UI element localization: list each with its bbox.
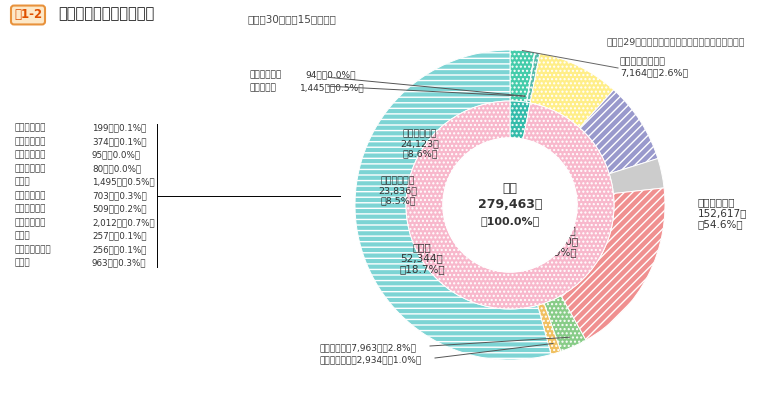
Wedge shape: [406, 101, 614, 309]
Wedge shape: [610, 158, 664, 194]
Text: 公安職（一）: 公安職（一）: [381, 176, 415, 185]
Text: 職員の俸給表別在職状況: 職員の俸給表別在職状況: [58, 6, 154, 22]
Text: 税務職: 税務職: [413, 242, 432, 252]
Text: 海事職（二）: 海事職（二）: [15, 137, 46, 146]
Text: 1,445人（0.5%）: 1,445人（0.5%）: [300, 84, 365, 92]
Text: 図1-2: 図1-2: [14, 8, 42, 22]
Text: （平成30年１月15日現在）: （平成30年１月15日現在）: [248, 14, 337, 24]
Text: 医療職（一）: 医療職（一）: [15, 191, 46, 200]
Text: （8.5%）: （8.5%）: [380, 196, 416, 205]
Wedge shape: [355, 50, 551, 360]
Wedge shape: [580, 90, 658, 174]
Wedge shape: [527, 52, 535, 102]
Text: （96.9%）: （96.9%）: [531, 247, 577, 257]
Text: 行政職（一）: 行政職（一）: [698, 197, 736, 207]
Text: 専門行政職　7,963人（2.8%）: 専門行政職 7,963人（2.8%）: [320, 344, 417, 352]
Text: 279,463人: 279,463人: [478, 198, 542, 212]
Wedge shape: [527, 52, 540, 103]
Text: 行政執行法人職員: 行政執行法人職員: [620, 58, 666, 66]
Text: 行政職（二）　2,934人（1.0%）: 行政職（二） 2,934人（1.0%）: [320, 356, 423, 364]
Text: 374人（0.1%）: 374人（0.1%）: [92, 137, 147, 146]
Text: 福祉職: 福祉職: [15, 232, 30, 240]
Wedge shape: [510, 50, 535, 102]
Text: （100.0%）: （100.0%）: [480, 216, 540, 226]
Text: 963人（0.3%）: 963人（0.3%）: [92, 258, 147, 268]
Text: 医療職（二）: 医療職（二）: [15, 204, 46, 214]
Text: 80人（0.0%）: 80人（0.0%）: [92, 164, 141, 173]
Wedge shape: [537, 303, 561, 354]
Text: 52,344人: 52,344人: [401, 253, 443, 263]
Text: 152,617人: 152,617人: [698, 208, 747, 218]
Text: 任期付研究員: 任期付研究員: [250, 70, 282, 80]
Wedge shape: [544, 296, 586, 352]
Text: 給与法適用職員: 給与法適用職員: [532, 225, 576, 235]
Text: 270,760人: 270,760人: [530, 236, 578, 246]
Text: 24,123人: 24,123人: [401, 139, 439, 148]
Wedge shape: [561, 188, 665, 340]
Text: 7,164人（2.6%）: 7,164人（2.6%）: [620, 68, 689, 78]
Text: 研究職: 研究職: [15, 178, 30, 186]
Text: 教育職（一）: 教育職（一）: [15, 150, 46, 160]
Text: 94人（0.0%）: 94人（0.0%）: [305, 70, 356, 80]
Text: 指定職: 指定職: [15, 258, 30, 268]
Text: 2,012人（0.7%）: 2,012人（0.7%）: [92, 218, 155, 227]
Text: （18.7%）: （18.7%）: [399, 264, 445, 274]
Text: 任期付職員: 任期付職員: [250, 84, 277, 92]
Text: 公安職（二）: 公安職（二）: [403, 129, 437, 138]
Text: 199人（0.1%）: 199人（0.1%）: [92, 124, 147, 132]
Text: 257人（0.1%）: 257人（0.1%）: [92, 232, 147, 240]
Wedge shape: [510, 101, 530, 139]
Text: 総数: 総数: [502, 182, 518, 196]
Text: 95人（0.0%）: 95人（0.0%）: [92, 150, 141, 160]
Text: （8.6%）: （8.6%）: [402, 149, 438, 158]
Text: 703人（0.3%）: 703人（0.3%）: [92, 191, 147, 200]
Text: （平成29年度一般職の国家公務員の任用状況調査）: （平成29年度一般職の国家公務員の任用状況調査）: [606, 38, 745, 46]
Text: 医療職（三）: 医療職（三）: [15, 218, 46, 227]
Text: 1,495人（0.5%）: 1,495人（0.5%）: [92, 178, 155, 186]
Text: （54.6%）: （54.6%）: [698, 219, 743, 229]
Text: 509人（0.2%）: 509人（0.2%）: [92, 204, 147, 214]
Text: 専門スタッフ職: 専門スタッフ職: [15, 245, 52, 254]
Text: 23,836人: 23,836人: [378, 186, 417, 195]
Circle shape: [443, 138, 577, 272]
Text: 教育職（二）: 教育職（二）: [15, 164, 46, 173]
Wedge shape: [530, 53, 614, 128]
Text: 海事職（一）: 海事職（一）: [15, 124, 46, 132]
Text: 256人（0.1%）: 256人（0.1%）: [92, 245, 147, 254]
